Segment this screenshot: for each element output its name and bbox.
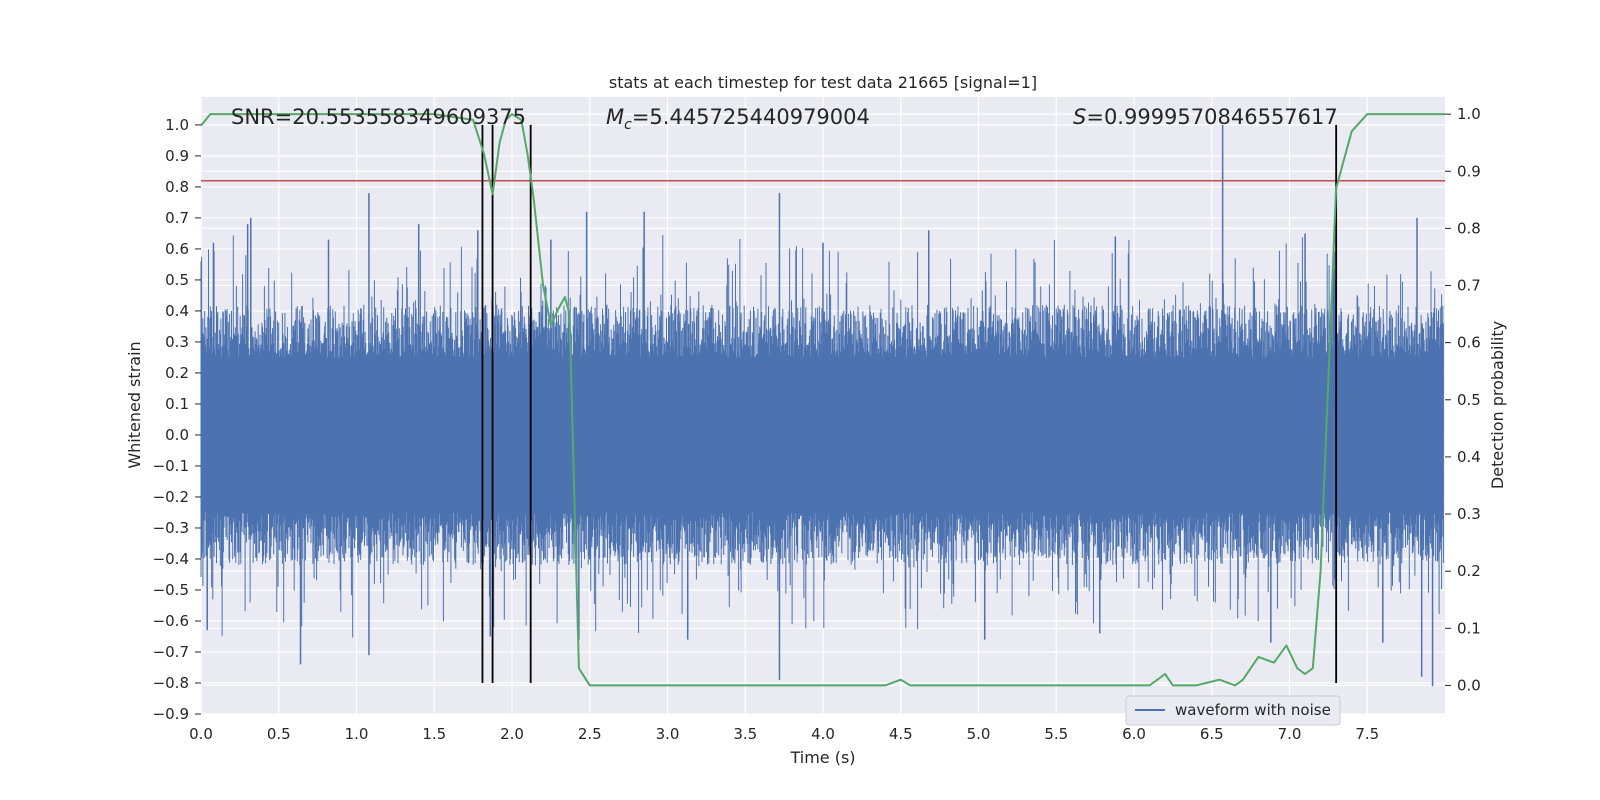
y-tick-label: 1.0 — [165, 116, 189, 134]
x-tick-label: 5.5 — [1044, 725, 1068, 743]
significance-value: =0.9999570846557617 — [1086, 105, 1337, 129]
y-right-tick-label: 0.8 — [1457, 219, 1481, 237]
chirp-mass-symbol: M — [606, 105, 624, 129]
chirp-mass-subscript: c — [624, 117, 632, 133]
y-right-tick-label: 0.5 — [1457, 391, 1481, 409]
y-tick-label: 0.5 — [165, 271, 189, 289]
y-tick-label: 0.4 — [165, 302, 189, 320]
y-ticks: 1.0 0.9 0.8 0.7 0.6 0.5 0.4 0.3 0.2 0.1 0.0 −0.1 −0.… — [153, 116, 201, 723]
x-tick-label: 7.0 — [1278, 725, 1302, 743]
y-right-tick-label: 0.1 — [1457, 619, 1481, 637]
y-right-tick-label: 0.7 — [1457, 277, 1481, 295]
x-tick-label: 2.5 — [578, 725, 602, 743]
snr-annotation: SNR=20.553558349609375 — [231, 105, 526, 129]
y-right-tick-label: 1.0 — [1457, 105, 1481, 123]
x-tick-label: 2.0 — [500, 725, 524, 743]
y-tick-label: 0.9 — [165, 147, 189, 165]
y-tick-label: −0.8 — [153, 674, 189, 692]
y-tick-label: −0.3 — [153, 519, 189, 537]
x-tick-label: 1.0 — [345, 725, 369, 743]
y-tick-label: 0.3 — [165, 333, 189, 351]
y-right-tick-label: 0.2 — [1457, 562, 1481, 580]
x-tick-label: 3.5 — [733, 725, 757, 743]
y-tick-label: 0.7 — [165, 209, 189, 227]
waveform-line — [200, 235, 1444, 638]
chirp-mass-value: =5.445725440979004 — [632, 105, 870, 129]
x-axis-label: Time (s) — [789, 748, 855, 767]
y-tick-label: −0.1 — [153, 457, 189, 475]
y-axis-label: Whitened strain — [125, 341, 144, 468]
waveform-series — [200, 124, 1444, 687]
significance-annotation: S=0.9999570846557617 — [1073, 105, 1338, 129]
y-right-axis-label: Detection probability — [1488, 321, 1507, 489]
x-tick-label: 1.5 — [422, 725, 446, 743]
y-right-tick-label: 0.0 — [1457, 676, 1481, 694]
significance-symbol: S — [1073, 105, 1086, 129]
legend-label: waveform with noise — [1175, 701, 1331, 719]
x-tick-label: 6.0 — [1122, 725, 1146, 743]
x-tick-label: 6.5 — [1200, 725, 1224, 743]
y-tick-label: 0.1 — [165, 395, 189, 413]
y-tick-label: 0.6 — [165, 240, 189, 258]
x-tick-label: 0.5 — [267, 725, 291, 743]
vertical-markers — [481, 124, 1338, 683]
x-ticks: 0.0 0.5 1.0 1.5 2.0 2.5 3.0 3.5 4.0 4.5 5.0 5.5 6.0 6… — [189, 725, 1379, 743]
y-tick-label: 0.2 — [165, 364, 189, 382]
x-tick-label: 5.0 — [967, 725, 991, 743]
x-tick-label: 4.0 — [811, 725, 835, 743]
x-tick-label: 7.5 — [1355, 725, 1379, 743]
y-right-tick-label: 0.4 — [1457, 448, 1481, 466]
y-tick-label: 0.8 — [165, 178, 189, 196]
probability-line — [200, 113, 1445, 687]
legend-box — [1125, 695, 1341, 726]
y-tick-label: −0.6 — [153, 612, 189, 630]
y-right-tick-label: 0.6 — [1457, 334, 1481, 352]
y-tick-label: −0.4 — [153, 550, 189, 568]
x-tick-label: 0.0 — [189, 725, 213, 743]
probability-series — [200, 113, 1445, 687]
y-tick-label: −0.2 — [153, 488, 189, 506]
x-tick-label: 4.5 — [889, 725, 913, 743]
chart-title: stats at each timestep for test data 216… — [609, 73, 1037, 92]
legend: waveform with noise — [1125, 695, 1341, 726]
y-tick-label: 0.0 — [165, 426, 189, 444]
y-right-tick-label: 0.9 — [1457, 162, 1481, 180]
y-tick-label: −0.7 — [153, 643, 189, 661]
y-tick-label: −0.9 — [153, 705, 189, 723]
y-right-tick-label: 0.3 — [1457, 505, 1481, 523]
y-tick-label: −0.5 — [153, 581, 189, 599]
chirp-mass-annotation: Mc=5.445725440979004 — [606, 105, 870, 133]
y-right-ticks: 1.0 0.9 0.8 0.7 0.6 0.5 0.4 0.3 0.2 0.1 0.0 — [1445, 105, 1481, 694]
x-tick-label: 3.0 — [656, 725, 680, 743]
